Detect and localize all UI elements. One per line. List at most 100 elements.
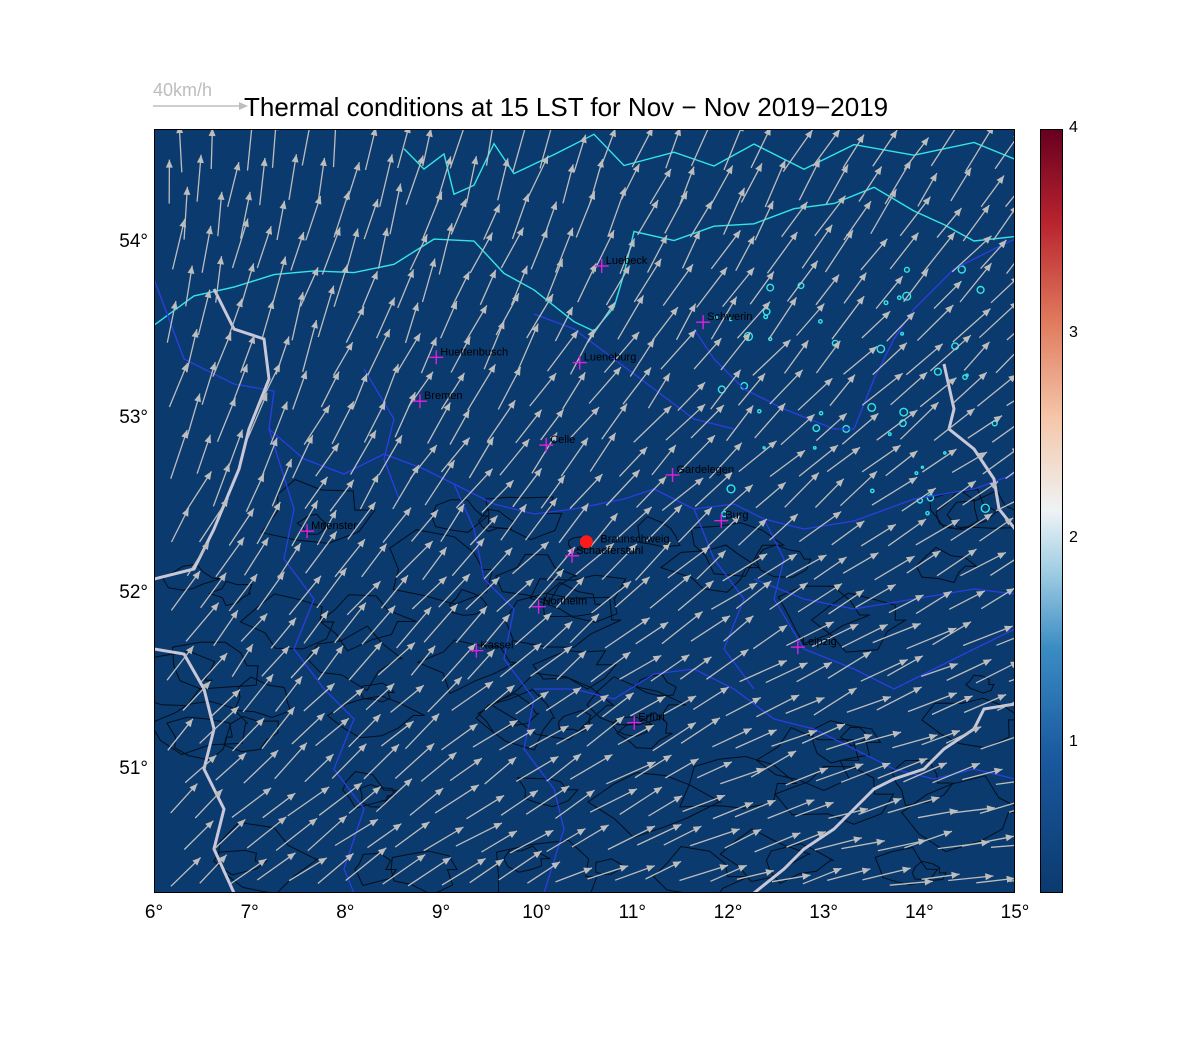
lon-tick-label: 9° [431, 902, 451, 923]
station-marker [790, 640, 805, 655]
wind-arrow [332, 129, 337, 168]
wind-arrow [648, 795, 683, 817]
wind-arrow [766, 231, 798, 274]
wind-arrow [166, 300, 178, 343]
wind-arrow [647, 372, 671, 409]
wind-arrow [962, 625, 1013, 647]
wind-arrow [450, 336, 471, 373]
wind-arrow [842, 134, 865, 169]
wind-arrow [397, 129, 411, 169]
wind-arrow [723, 187, 746, 235]
wind-arrow [530, 229, 548, 270]
wind-arrow [420, 337, 438, 374]
wind-arrow [303, 404, 331, 445]
wind-arrow [575, 191, 596, 238]
wind-arrow [827, 867, 871, 882]
wind-arrow [635, 541, 671, 581]
wind-arrow [961, 834, 1015, 847]
wind-arrow [636, 823, 682, 846]
wind-arrow [511, 193, 530, 240]
wind-arrow [497, 158, 510, 201]
wind-arrow [906, 550, 941, 574]
wind-arrow [257, 363, 281, 408]
wind-arrow [577, 263, 597, 303]
wind-arrow [904, 830, 953, 849]
wind-arrow [712, 801, 754, 820]
wind-arrow [455, 468, 494, 509]
stations-layer: Luebeck Schwerin Huettenbusch Lueneburg Brem… [300, 255, 837, 730]
wind-arrow [996, 637, 1015, 646]
wind-arrow [496, 578, 534, 613]
wind-arrow [277, 542, 302, 580]
wind-arrow [182, 680, 211, 711]
wind-arrow [307, 815, 348, 852]
wind-arrow [841, 838, 885, 850]
wind-arrow [815, 412, 848, 442]
wind-arrow [1005, 470, 1015, 480]
wind-arrow [841, 623, 888, 648]
wind-arrow [469, 858, 505, 884]
wind-arrow [438, 573, 471, 608]
wind-arrow [292, 370, 308, 410]
wind-arrow [317, 852, 354, 884]
wind-arrow [651, 444, 677, 476]
wind-arrow [246, 816, 287, 849]
wind-arrow [710, 229, 742, 270]
wind-arrow [635, 621, 669, 645]
wind-arrow [921, 448, 957, 473]
wind-arrow [710, 582, 758, 610]
station-marker [572, 355, 587, 370]
wind-arrow [407, 856, 452, 887]
wind-arrow [256, 852, 296, 881]
wind-arrow [796, 661, 833, 683]
wind-arrow [662, 263, 694, 306]
lon-tick-label: 12° [713, 902, 743, 923]
wind-arrow [948, 590, 986, 610]
wind-arrow [846, 696, 892, 713]
wind-arrow [212, 463, 230, 507]
wind-arrow [980, 736, 1015, 750]
wind-arrow [586, 715, 625, 747]
wind-arrow [239, 191, 252, 239]
wind-arrow [262, 792, 296, 819]
wind-arrow [440, 437, 471, 473]
wind-arrow [498, 850, 543, 881]
wind-arrow [331, 401, 355, 445]
wind-arrow [619, 654, 662, 680]
wind-arrow [170, 570, 201, 611]
wind-arrow [361, 270, 379, 308]
wind-arrow [497, 366, 522, 410]
wind-arrow [860, 523, 897, 547]
wind-arrow [738, 440, 778, 473]
wind-arrow [750, 129, 771, 169]
wind-arrow [802, 867, 842, 885]
wind-arrow [287, 786, 330, 817]
wind-arrow [352, 373, 368, 410]
wind-arrow [735, 580, 772, 610]
wind-arrow [481, 479, 515, 513]
wind-arrow [784, 472, 820, 508]
wind-arrow [769, 513, 799, 541]
wind-arrow [950, 167, 972, 202]
wind-arrow [722, 484, 754, 512]
wind-arrow [197, 289, 212, 336]
wind-arrow [1006, 399, 1015, 407]
wind-arrow [167, 718, 194, 751]
wind-arrow [231, 218, 249, 269]
wind-arrow [646, 234, 668, 273]
wind-arrow [558, 503, 590, 544]
wind-arrow [933, 407, 976, 442]
wind-arrow [752, 624, 788, 650]
wind-arrow [394, 821, 430, 848]
wind-vectors [165, 129, 1015, 887]
wind-arrow [569, 753, 613, 780]
wind-arrow [696, 266, 728, 308]
wind-arrow [256, 571, 285, 611]
station-label: Bremen [424, 390, 463, 402]
wind-arrow [186, 393, 201, 438]
colorbar-tick-label: 1 [1069, 733, 1078, 751]
wind-arrow [682, 794, 726, 813]
wind-arrow [409, 787, 444, 816]
wind-arrow [901, 487, 937, 512]
wind-arrow [350, 429, 377, 475]
